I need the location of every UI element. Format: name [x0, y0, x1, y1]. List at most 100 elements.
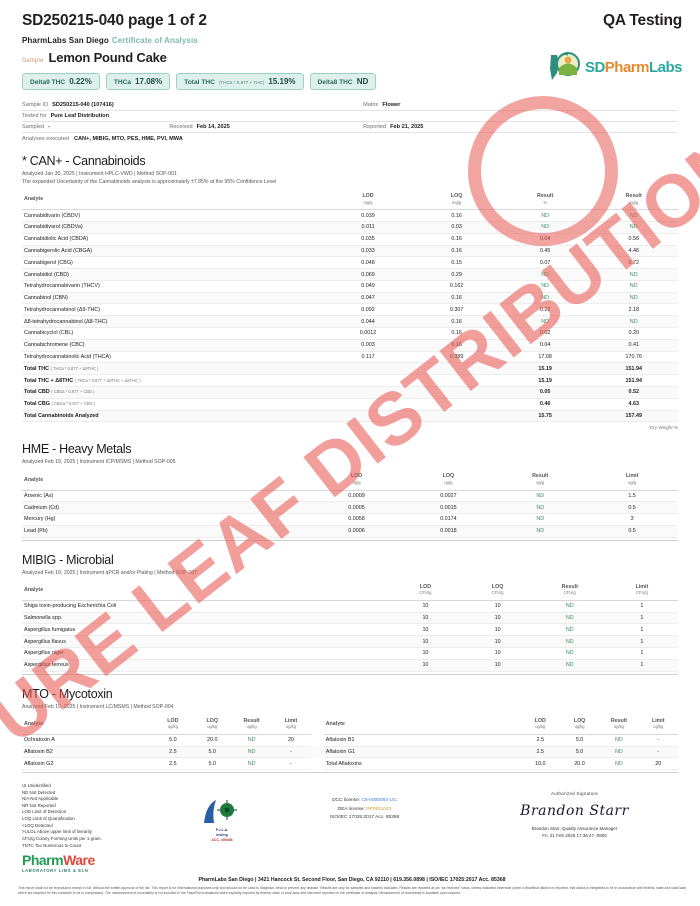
table-cell: 10 — [461, 623, 534, 637]
info-row-tested-for: Tested for Pure Leaf Distribution — [22, 111, 678, 122]
table-cell: Aspergillus terreus — [22, 659, 390, 672]
table-cell: Aspergillus fumigatus — [22, 623, 390, 637]
col-lod: LOD mg/g — [323, 190, 413, 211]
table-cell: Total CBD ( CBDa * 0.877 + CBD ) — [22, 386, 324, 399]
table-cell: 5.0 — [559, 734, 600, 747]
table-cell: ND — [589, 268, 678, 281]
cannabinoids-table: Analyte LOD mg/g LOQ mg/g Result% Result mg… — [22, 190, 678, 423]
legend-item: CFU/g Colony Forming Units per 1 gram. — [22, 835, 102, 841]
logo-sd: SD — [584, 58, 605, 76]
heavy-metals-body: Arsenic (As) 0.0009 0.0027 ND 1.5 Cadmium (Cd… — [22, 490, 678, 538]
table-cell: 0.011 — [323, 221, 413, 234]
table-row: Aspergillus niger 10 10 ND 1 — [22, 647, 678, 660]
col-lod-right: LOD ug/kg — [520, 714, 560, 735]
page-footer: UI Unidentified ND Not Detected N/A Not Ap… — [0, 783, 700, 906]
table-cell: 0.20 — [589, 327, 678, 340]
potency-badges: Delta9 THC 0.22% THCa 17.08% Total THC (… — [22, 73, 512, 90]
analyses-label: Analyses executed — [22, 136, 69, 142]
table-cell: ND — [494, 490, 587, 503]
table-cell: ND — [533, 647, 606, 660]
badge-delta9-thc: Delta9 THC 0.22% — [22, 73, 100, 90]
table-cell: 0.048 — [323, 256, 413, 270]
table-header-row: Analyte LOD CFU/g LOQ CFU/g Result CFU/g Li… — [22, 580, 678, 601]
sample-id-value: SD250215-040 (107416) — [52, 102, 114, 108]
sample-info-block: Sample ID SD250215-040 (107416) Matrix F… — [22, 100, 678, 142]
table-cell: ND — [500, 315, 590, 329]
table-cell: ND — [533, 635, 606, 648]
section-microbial: MIBIG - Microbial Analyzed Feb 19, 2025 … — [22, 553, 678, 675]
table-cell: ND — [589, 209, 678, 222]
mycotoxin-table: Analyte LOD ug/kg LOQ ug/kg Result ug/kg Li… — [22, 714, 678, 771]
info-row-dates: Sampled - Received Feb 14, 2025 Reported… — [22, 122, 678, 133]
document-id: SD250215-040 page 1 of 2 — [22, 12, 207, 29]
table-cell: 0.039 — [323, 209, 413, 222]
table-cell — [323, 374, 413, 387]
table-cell: ND — [533, 659, 606, 672]
table-cell: 2.5 — [520, 734, 560, 747]
table-cell — [323, 386, 413, 399]
legend-item: LOD Limit of Detection — [22, 809, 67, 815]
badge-delta8-thc: Delta8 THC ND — [309, 73, 377, 90]
col-result: Result ug/g — [494, 470, 587, 491]
mycotoxin-body: Ochratoxin A 5.0 20.0 ND 20 Aflatoxin B1 2.5 5.… — [22, 734, 678, 771]
table-cell: 0.033 — [323, 245, 413, 258]
table-cell: 0.117 — [323, 351, 413, 364]
sample-id-label: Sample ID — [22, 102, 49, 108]
legend-item: <LOQ Detected — [22, 822, 53, 828]
table-cell: 0.16 — [412, 292, 501, 305]
table-cell: 2.5 — [153, 746, 193, 759]
badge-total-thc: Total THC (THCa * 0.877 + THC) 15.19% — [176, 73, 304, 90]
sample-name: Lemon Pound Cake — [48, 50, 167, 65]
col-limit-left: Limit ug/kg — [271, 714, 311, 735]
signature-date: Fri, 21 Feb 2025 17:36:47 -0800 — [542, 833, 607, 839]
sampled-value: - — [48, 124, 50, 130]
section-title: * CAN+ - Cannabinoids — [22, 154, 146, 168]
badge-label: Delta8 THC — [317, 79, 353, 86]
table-cell — [412, 386, 501, 399]
legend-item: >ULOL Above upper limit of linearity — [22, 829, 93, 835]
table-cell: 1 — [605, 635, 678, 648]
table-cell: 0.0005 — [310, 501, 403, 515]
col-result: Result CFU/g — [533, 580, 606, 601]
legend-item: LOQ Limit of Quantification — [22, 816, 75, 822]
col-loq: LOQ ug/g — [402, 470, 495, 491]
table-cell: 0.0058 — [310, 513, 403, 526]
table-row: Aspergillus flavus 10 10 ND 1 — [22, 635, 678, 648]
table-cell: ND — [500, 280, 590, 293]
section-meta: Analyzed Feb 19, 2025 | Instrument LC/MS… — [22, 703, 174, 710]
table-cell — [323, 362, 413, 376]
table-cell: 0.0012 — [323, 327, 413, 340]
table-cell: 20 — [271, 734, 311, 747]
table-cell: 151.94 — [589, 362, 678, 376]
matrix-value: Flower — [382, 102, 401, 108]
table-cell: Total Cannabinoids Analyzed — [22, 410, 324, 423]
badge-label: Delta9 THC — [30, 79, 66, 86]
badge-value: 17.08% — [135, 77, 163, 86]
table-cell: 5.0 — [192, 746, 232, 759]
table-cell: Total Aflatoxins — [323, 757, 521, 771]
section-mycotoxin: MTO - Mycotoxin Analyzed Feb 19, 2025 | … — [22, 687, 678, 774]
table-row: Salmonella spp. 10 10 ND 1 — [22, 612, 678, 625]
table-cell: Shiga toxin-producing Escherichia Coli — [22, 600, 390, 613]
table-cell: 0.46 — [500, 398, 590, 411]
table-row: Cannabinol (CBN) 0.047 0.16 ND ND — [22, 292, 678, 305]
table-row: Cannabicyclol (CBL) 0.0012 0.16 0.02 0.20 — [22, 327, 678, 340]
table-cell: 0.22 — [500, 303, 590, 317]
dcc-value: C8-0000093-LIC — [361, 798, 397, 804]
table-cell: 10 — [461, 612, 534, 625]
microbial-table: Analyte LOD CFU/g LOQ CFU/g Result CFU/g Li… — [22, 580, 678, 672]
col-result-right: Result ug/kg — [599, 714, 639, 735]
table-cell: 0.5 — [586, 525, 678, 538]
table-cell: 1 — [605, 623, 678, 637]
table-row: Tetrahydrocannabivarin (THCV) 0.049 0.162 N… — [22, 280, 678, 293]
table-cell: 1 — [605, 612, 678, 625]
table-cell: 0.5 — [586, 501, 678, 515]
logo-wordmark: SDPharmLabs — [584, 58, 683, 76]
table-cell: 0.035 — [323, 233, 413, 246]
pharmware-wordmark: PharmWare — [22, 853, 182, 867]
table-cell: 0.04 — [500, 233, 590, 246]
report-header: PharmLabs San Diego Certificate of Analys… — [0, 30, 700, 90]
table-cell: 0.162 — [412, 280, 501, 293]
table-cell: Aflatoxin B2 — [22, 746, 154, 759]
table-cell: 0.04 — [500, 339, 590, 352]
